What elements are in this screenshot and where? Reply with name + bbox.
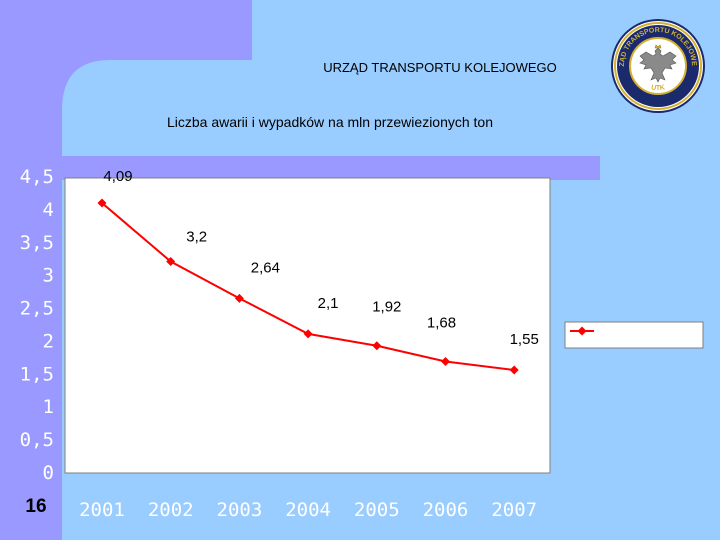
series-line bbox=[101, 202, 515, 372]
data-point-marker bbox=[372, 341, 382, 351]
x-tick-label: 2002 bbox=[148, 499, 194, 521]
data-point-marker bbox=[234, 293, 244, 303]
data-point-marker bbox=[97, 198, 107, 208]
x-tick-label: 2005 bbox=[354, 499, 400, 521]
x-tick-label: 2006 bbox=[423, 499, 469, 521]
slide-number: 16 bbox=[25, 496, 47, 517]
data-point-marker bbox=[441, 356, 450, 366]
data-label: 4,09 bbox=[103, 168, 132, 185]
data-label: 2,1 bbox=[318, 295, 339, 312]
y-tick-label: 1 bbox=[43, 396, 54, 418]
eagle-emblem-icon: URZĄD TRANSPORTU KOLEJOWEGO UTK bbox=[610, 18, 705, 113]
legend-box bbox=[564, 321, 704, 349]
data-label: 2,64 bbox=[251, 259, 280, 276]
y-tick-label: 2 bbox=[43, 330, 54, 352]
legend-label: wsp.wyp. bbox=[598, 323, 680, 343]
data-label: 1,55 bbox=[510, 331, 539, 348]
y-tick-label: 0 bbox=[43, 462, 54, 484]
x-tick-label: 2001 bbox=[79, 499, 125, 521]
data-label: 1,68 bbox=[427, 314, 456, 331]
y-tick-label: 0,5 bbox=[20, 429, 54, 451]
x-tick-label: 2004 bbox=[285, 499, 331, 521]
y-tick-label: 4 bbox=[43, 199, 54, 221]
y-tick-label: 3,5 bbox=[20, 232, 54, 254]
y-tick-label: 2,5 bbox=[20, 298, 54, 320]
data-point-marker bbox=[509, 365, 519, 375]
logo-gold-ring bbox=[614, 22, 702, 110]
data-label: 1,92 bbox=[372, 299, 401, 316]
x-tick-label: 2003 bbox=[217, 499, 263, 521]
y-tick-label: 4,5 bbox=[20, 166, 54, 188]
y-tick-label: 3 bbox=[43, 265, 54, 287]
data-point-marker bbox=[166, 257, 176, 267]
chart-header-band bbox=[62, 156, 600, 180]
x-tick-label: 2007 bbox=[491, 499, 537, 521]
y-tick-label: 1,5 bbox=[20, 363, 54, 385]
legend-marker bbox=[577, 326, 587, 336]
plot-area bbox=[64, 177, 551, 474]
logo-ring-text-bottom: UTK bbox=[650, 84, 665, 92]
eagle-icon bbox=[639, 44, 677, 83]
chart-title: Liczba awarii i wypadków na mln przewiez… bbox=[166, 114, 494, 130]
left-accent-strip bbox=[0, 0, 252, 540]
data-label: 3,2 bbox=[186, 229, 207, 246]
organization-title: URZĄD TRANSPORTU KOLEJOWEGO bbox=[323, 60, 557, 75]
data-point-marker bbox=[303, 329, 313, 339]
